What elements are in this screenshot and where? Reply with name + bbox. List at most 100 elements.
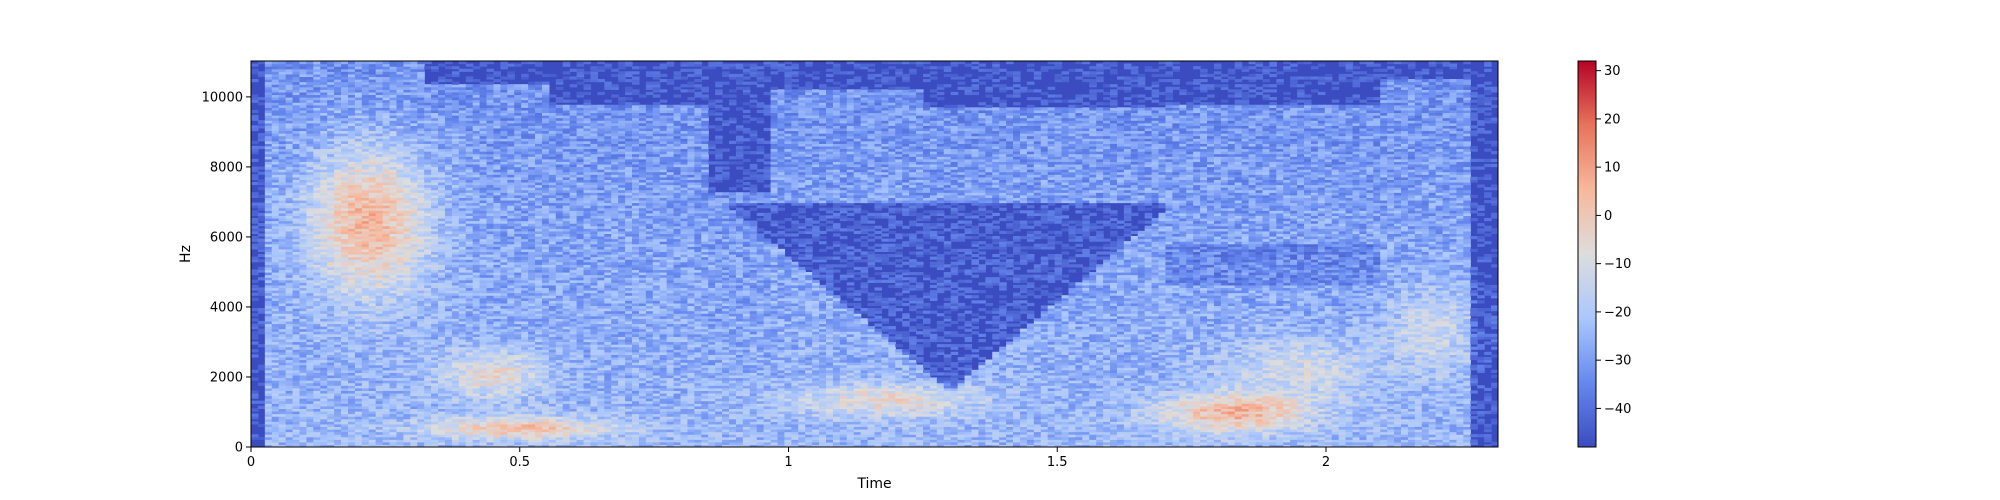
spectrogram-cell [382, 163, 391, 168]
spectrogram-cell [361, 310, 370, 314]
spectrogram-cell [271, 408, 280, 412]
spectrogram-cell [334, 145, 342, 150]
spectrogram-cell [354, 302, 363, 307]
spectrogram-cell [375, 323, 384, 327]
spectrogram-cell [389, 346, 398, 350]
spectrogram-cell [320, 333, 328, 337]
spectrogram-cell [271, 135, 280, 139]
spectrogram-cell [271, 163, 280, 168]
spectrogram-cell [334, 441, 342, 446]
spectrogram-cell [334, 331, 342, 335]
spectrogram-cell [389, 305, 398, 309]
spectrogram-cell [354, 145, 363, 150]
spectrogram-cell [341, 392, 349, 397]
spectrogram-cell [334, 71, 342, 75]
spectrogram-cell [306, 187, 314, 191]
spectrogram-cell [334, 377, 342, 381]
spectrogram-cell [354, 187, 363, 191]
spectrogram-cell [264, 331, 273, 335]
spectrogram-cell [347, 323, 356, 327]
spectrogram-cell [313, 189, 321, 193]
spectrogram-cell [334, 392, 342, 397]
spectrogram-cell [347, 205, 356, 209]
spectrogram-cell [361, 63, 370, 67]
spectrogram-cell [382, 328, 391, 332]
spectrogram-cell [285, 328, 294, 332]
spectrogram-cell [354, 331, 363, 335]
spectrogram-cell [334, 387, 342, 391]
spectrogram-cell [347, 436, 356, 440]
spectrogram-cell [361, 223, 370, 227]
spectrogram-cell [320, 405, 328, 409]
spectrogram-cell [368, 380, 377, 384]
spectrogram-cell [341, 156, 349, 160]
spectrogram-cell [327, 163, 335, 168]
spectrogram-cell [320, 176, 328, 180]
spectrogram-cell [299, 405, 308, 409]
spectrogram-cell [341, 400, 349, 404]
spectrogram-cell [271, 127, 280, 132]
spectrogram-cell [361, 151, 370, 155]
spectrogram-cell [313, 61, 321, 65]
spectrogram-cell [320, 163, 328, 168]
spectrogram-cell [354, 413, 363, 417]
spectrogram-cell [375, 300, 384, 304]
spectrogram-cell [375, 254, 384, 258]
spectrogram-cell [306, 220, 314, 224]
spectrogram-cell [313, 277, 321, 281]
spectrogram-cell [257, 212, 266, 216]
spectrogram-cell [375, 377, 384, 381]
spectrogram-cell [341, 320, 349, 325]
spectrogram-cell [306, 295, 314, 299]
spectrogram-cell [271, 444, 280, 447]
spectrogram-cell [271, 130, 280, 134]
spectrogram-cell [375, 331, 384, 335]
spectrogram-cell [382, 117, 391, 121]
spectrogram-cell [313, 238, 321, 242]
spectrogram-cell [257, 125, 266, 129]
spectrogram-cell [271, 125, 280, 129]
spectrogram-cell [278, 61, 287, 65]
spectrogram-cell [368, 79, 377, 83]
spectrogram-cell [264, 362, 273, 366]
spectrogram-cell [313, 207, 321, 211]
spectrogram-cell [438, 63, 446, 67]
spectrogram-cell [368, 197, 377, 201]
spectrogram-cell [306, 423, 314, 428]
spectrogram-cell [341, 112, 349, 116]
spectrogram-cell [431, 66, 439, 70]
spectrogram-cell [361, 269, 370, 273]
spectrogram-cell [465, 84, 474, 88]
spectrogram-cell [389, 390, 398, 394]
spectrogram-cell [320, 410, 328, 415]
spectrogram-cell [341, 287, 349, 291]
spectrogram-cell [271, 91, 280, 96]
spectrogram-cell [341, 233, 349, 237]
spectrogram-cell [299, 61, 308, 65]
spectrogram-cell [334, 315, 342, 319]
spectrogram-cell [264, 333, 273, 337]
spectrogram-cell [334, 308, 342, 312]
spectrogram-cell [299, 441, 308, 446]
spectrogram-cell [327, 416, 335, 420]
spectrogram-cell [354, 344, 363, 348]
spectrogram-cell [299, 217, 308, 222]
spectrogram-cell [382, 73, 391, 78]
spectrogram-cell [306, 73, 314, 78]
spectrogram-cell [327, 387, 335, 391]
spectrogram-cell [313, 225, 321, 229]
spectrogram-cell [327, 76, 335, 80]
spectrogram-cell [285, 400, 294, 404]
spectrogram-cell [271, 315, 280, 319]
spectrogram-cell [251, 408, 259, 412]
spectrogram-cell [264, 287, 273, 291]
spectrogram-cell [389, 436, 398, 440]
spectrogram-cell [327, 238, 335, 242]
spectrogram-cell [368, 220, 377, 224]
spectrogram-cell [361, 225, 370, 229]
spectrogram-cell [306, 194, 314, 198]
spectrogram-cell [375, 148, 384, 152]
spectrogram-cell [361, 382, 370, 386]
spectrogram-cell [264, 323, 273, 327]
spectrogram-cell [347, 63, 356, 67]
